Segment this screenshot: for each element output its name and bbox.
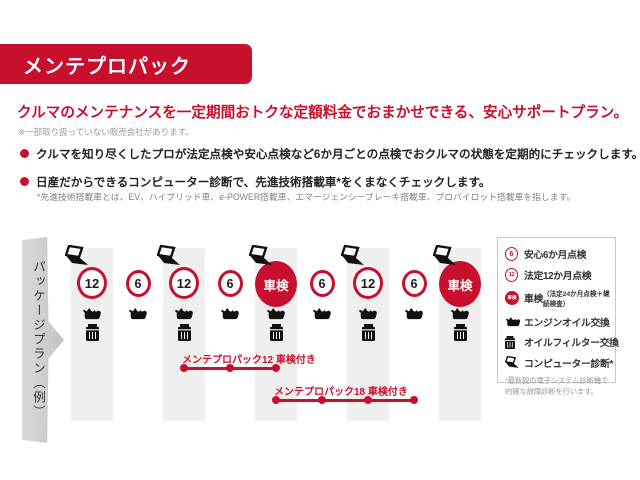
engine-oil-icon [404,307,424,325]
circle-6-icon: 6 [505,247,521,261]
computer-diagnosis-icon [340,244,364,265]
engine-oil-icon [266,308,285,320]
legend-item-label: エンジンオイル交換 [524,317,610,329]
legend-item: 6 安心6か月点検 [505,247,611,261]
computer-diagnosis-icon [505,356,521,369]
computer-diagnosis-icon [64,244,90,272]
engine-oil-icon [505,316,521,326]
engine-oil-icon [505,316,521,327]
oil-filter-icon [269,324,283,341]
engine-oil-icon [82,308,101,320]
oil-filter-icon [85,324,99,341]
bullet-dot-icon [20,176,29,186]
timeline-node-inspection-6: 6 [125,270,151,297]
oil-filter-icon [177,324,191,341]
plan-node-dot [180,364,188,373]
engine-oil-icon [174,307,194,325]
engine-oil-icon [174,308,193,320]
engine-oil-icon [358,308,377,320]
timeline-node-inspection-6: 6 [217,270,243,297]
engine-oil-icon [312,308,331,320]
plan-span-line [180,364,280,373]
disclaimer-note: ※一部取り扱っていない販売会社があります。 [18,127,194,137]
shaken-badge-icon: 車検 [505,291,521,305]
legend-item-label: コンピューター診断* [524,358,613,370]
engine-oil-icon [220,308,239,320]
legend-item: 車検 車検 （法定24か月点検＋継続検査） [505,288,611,308]
engine-oil-icon [220,307,240,325]
feature-bullet-1-text: クルマを知り尽くしたプロが法定点検や安心点検など6か月ごとの点検でおクルマの状態… [36,148,640,161]
legend-item: 12 法定12か月点検 [505,267,611,282]
plan-label: メンテプロパック18 車検付き [274,387,408,398]
computer-diagnosis-icon [156,244,182,272]
feature-bullet-2: 日産だからできるコンピューター診断で、先進技術搭載車*をくまなくチェックします。 [20,174,490,190]
oil-filter-icon [453,324,467,346]
computer-diagnosis-icon [432,244,456,265]
circle-12-icon: 12 [505,267,521,282]
plan-node-dot [364,396,372,405]
package-plan-ribbon: パッケージプラン（例） [22,237,64,443]
oil-filter-icon [505,335,521,349]
bullet-dot-icon [20,148,29,158]
oil-filter-icon [453,324,467,341]
legend-item-label: オイルフィルター交換 [524,338,619,349]
page-title: メンテプロパック [23,55,191,78]
oil-filter-icon [269,324,283,346]
plan-label: メンテプロパック12 車検付き [182,355,316,366]
computer-diagnosis-icon [248,244,272,265]
oil-filter-icon [361,324,375,346]
legend-footnote: *最新鋭の電子システム診断機で的確な故障診断を行います。 [505,376,609,396]
engine-oil-icon [450,308,469,320]
legend-item-sublabel: （法定24か月点検＋継続検査） [543,291,610,308]
plan-node-dot [272,396,280,405]
oil-filter-icon [361,324,375,341]
legend-item-label: 車検 [524,294,543,305]
timeline-node-inspection-6: 6 [309,270,335,297]
timeline-node-shaken: 車検 [439,261,481,307]
engine-oil-icon [128,308,147,320]
timeline-node-inspection-6: 6 [401,270,427,297]
timeline-node-inspection-12: 12 [169,267,199,299]
legend-box: 6 安心6か月点検 12 法定12か月点検 車検 車検 （法定24か月点検＋継続検査） エンジ… [497,237,619,396]
package-plan-ribbon-label: パッケージプラン（例） [31,260,45,420]
timeline-node-shaken: 車検 [255,261,297,307]
computer-diagnosis-icon [248,244,274,272]
feature-bullet-2-text: 日産だからできるコンピューター診断で、先進技術搭載車*をくまなくチェックします。 [36,176,491,189]
advanced-tech-footnote: *先進技術搭載車とは、EV、ハイブリッド車、e-POWER搭載車、エマージェンシ… [37,192,576,202]
feature-bullet-1: クルマを知り尽くしたプロが法定点検や安心点検など6か月ごとの点検でおクルマの状態… [20,146,640,162]
computer-diagnosis-icon [64,244,88,265]
plan-node-dot [226,364,234,373]
headline: クルマのメンテナンスを一定期間おトクな定額料金でおまかせできる、安心サポートプラ… [17,105,629,121]
computer-diagnosis-icon [340,244,366,272]
plan-node-dot [410,396,418,405]
timeline-node-inspection-12: 12 [353,267,383,299]
oil-filter-icon [85,324,99,346]
engine-oil-icon [450,307,470,325]
computer-diagnosis-icon [432,244,458,272]
computer-diagnosis-icon [505,356,519,368]
plan-node-dot [272,364,280,373]
oil-filter-icon [505,335,515,349]
engine-oil-icon [404,308,423,320]
plan-span-line [272,396,418,405]
timeline-node-inspection-12: 12 [77,267,107,299]
legend-item-label: 法定12か月点検 [524,270,592,282]
engine-oil-icon [266,307,286,325]
engine-oil-icon [358,307,378,325]
legend-item: コンピューター診断* [505,356,613,370]
engine-oil-icon [82,307,102,325]
plan-node-dot [318,396,326,405]
engine-oil-icon [312,307,332,325]
computer-diagnosis-icon [156,244,180,265]
legend-item-label: 安心6か月点検 [524,250,587,261]
title-banner: メンテプロパック [0,44,252,84]
oil-filter-icon [177,324,191,346]
engine-oil-icon [128,307,148,325]
legend-item: オイルフィルター交換 [505,335,619,349]
legend-item: エンジンオイル交換 [505,315,611,329]
